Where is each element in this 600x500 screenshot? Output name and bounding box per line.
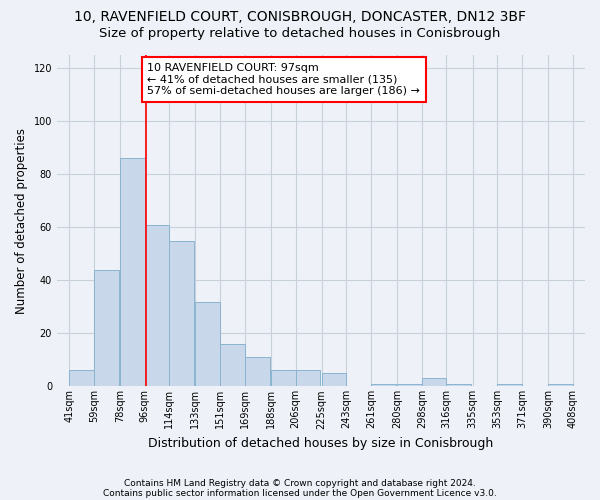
Bar <box>422 378 446 386</box>
Bar <box>397 384 422 386</box>
Bar <box>322 373 346 386</box>
Text: 10 RAVENFIELD COURT: 97sqm
← 41% of detached houses are smaller (135)
57% of sem: 10 RAVENFIELD COURT: 97sqm ← 41% of deta… <box>148 63 421 96</box>
X-axis label: Distribution of detached houses by size in Conisbrough: Distribution of detached houses by size … <box>148 437 494 450</box>
Bar <box>169 240 194 386</box>
Bar <box>196 302 220 386</box>
Bar <box>497 384 522 386</box>
Bar <box>220 344 245 387</box>
Bar <box>446 384 471 386</box>
Bar <box>245 357 269 386</box>
Y-axis label: Number of detached properties: Number of detached properties <box>15 128 28 314</box>
Bar <box>548 384 572 386</box>
Text: Contains HM Land Registry data © Crown copyright and database right 2024.: Contains HM Land Registry data © Crown c… <box>124 478 476 488</box>
Text: Contains public sector information licensed under the Open Government Licence v3: Contains public sector information licen… <box>103 488 497 498</box>
Bar <box>94 270 119 386</box>
Bar <box>145 224 169 386</box>
Bar <box>69 370 94 386</box>
Bar <box>371 384 396 386</box>
Bar <box>296 370 320 386</box>
Bar <box>271 370 296 386</box>
Text: Size of property relative to detached houses in Conisbrough: Size of property relative to detached ho… <box>100 28 500 40</box>
Text: 10, RAVENFIELD COURT, CONISBROUGH, DONCASTER, DN12 3BF: 10, RAVENFIELD COURT, CONISBROUGH, DONCA… <box>74 10 526 24</box>
Bar <box>120 158 145 386</box>
